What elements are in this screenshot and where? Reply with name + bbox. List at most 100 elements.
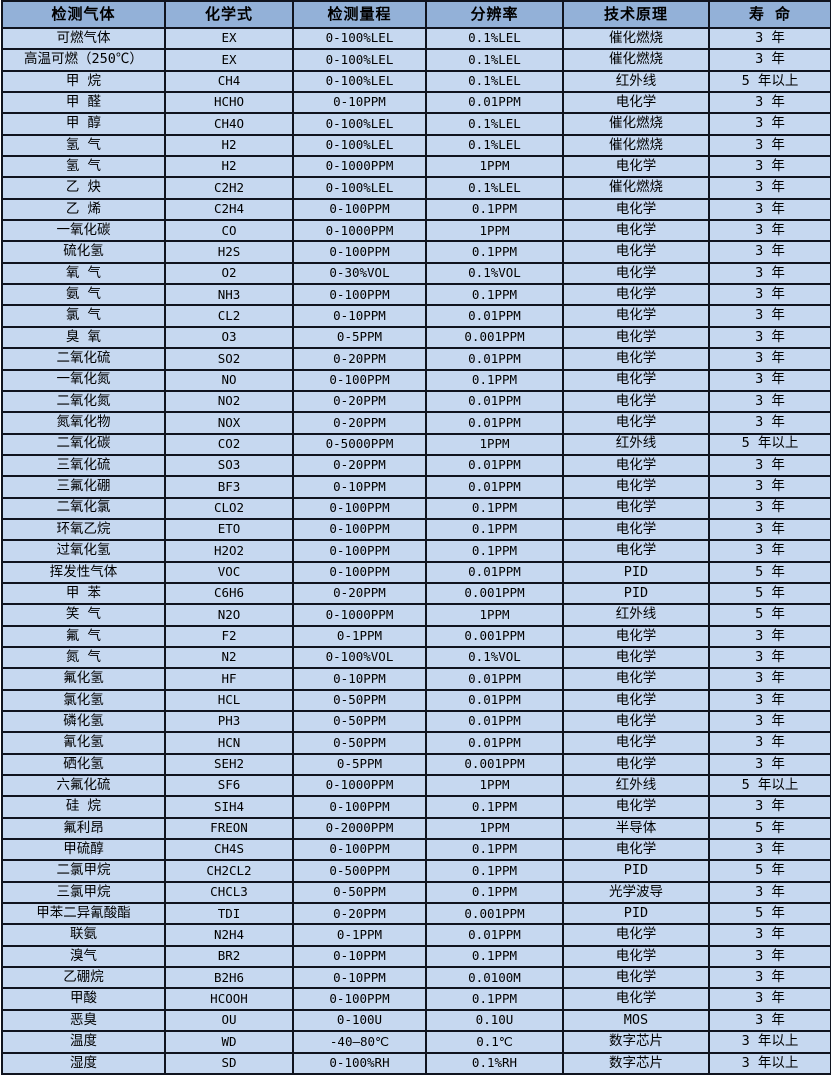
table-cell: 0-100PPM [292, 197, 427, 222]
table-cell: 数字芯片 [562, 1030, 710, 1054]
table-cell: 0.1%VOL [425, 645, 564, 670]
table-cell: 0-100PPM [292, 240, 427, 264]
table-cell: 0-50PPM [292, 731, 427, 755]
table-row: 恶臭 OU 0-100U 0.10U MOS 3 年 [1, 1008, 831, 1033]
table-cell: 电化学 [562, 389, 710, 414]
table-cell: 0.01PPM [425, 453, 564, 478]
table-cell: 3 年 [708, 838, 831, 862]
table-cell: 0.01PPM [425, 304, 564, 328]
table-cell: 3 年 [708, 517, 831, 542]
table-cell: 氟利昂 [1, 816, 166, 841]
table-cell: 0-100PPM [292, 795, 427, 819]
table-cell: 0-100%RH [292, 1051, 427, 1075]
table-cell: 3 年 [708, 752, 831, 777]
table-cell: 3 年 [708, 368, 831, 392]
table-cell: B2H6 [164, 966, 294, 990]
table-cell: 5 年 [708, 902, 831, 926]
table-cell: 0.0100M [425, 966, 564, 990]
table-cell: 0-500PPM [292, 859, 427, 883]
table-cell: 0-100%LEL [292, 112, 427, 136]
table-row: 乙硼烷 B2H6 0-10PPM 0.0100M 电化学 3 年 [1, 966, 831, 990]
table-cell: N2O [164, 603, 294, 627]
table-cell: 1PPM [425, 219, 564, 243]
table-cell: 环氧乙烷 [1, 517, 166, 542]
column-header: 检测量程 [292, 0, 427, 29]
table-cell: NO2 [164, 389, 294, 414]
table-cell: 氟 气 [1, 624, 166, 648]
table-cell: SIH4 [164, 795, 294, 819]
table-cell: CLO2 [164, 496, 294, 520]
table-cell: 红外线 [562, 603, 710, 627]
table-row: 硫化氢 H2S 0-100PPM 0.1PPM 电化学 3 年 [1, 240, 831, 264]
table-cell: 0.1PPM [425, 517, 564, 542]
table-row: 氢 气 H2 0-1000PPM 1PPM 电化学 3 年 [1, 155, 831, 179]
table-cell: SO3 [164, 453, 294, 478]
table-cell: H2S [164, 240, 294, 264]
table-cell: 0.01PPM [425, 91, 564, 115]
table-cell: 0.1PPM [425, 880, 564, 905]
table-cell: 电化学 [562, 752, 710, 777]
table-cell: 0.1PPM [425, 368, 564, 392]
table-cell: C2H2 [164, 176, 294, 200]
table-cell: 3 年 [708, 731, 831, 755]
table-cell: 电化学 [562, 709, 710, 734]
table-row: 氯化氢 HCL 0-50PPM 0.01PPM 电化学 3 年 [1, 688, 831, 713]
table-cell: 电化学 [562, 475, 710, 499]
table-cell: 0-10PPM [292, 966, 427, 990]
table-cell: 3 年 [708, 283, 831, 307]
table-cell: CHCL3 [164, 880, 294, 905]
table-cell: HCL [164, 688, 294, 713]
table-cell: 0-10PPM [292, 667, 427, 691]
table-cell: BF3 [164, 475, 294, 499]
table-cell: 0-50PPM [292, 709, 427, 734]
table-cell: 红外线 [562, 774, 710, 798]
table-row: 环氧乙烷 ETO 0-100PPM 0.1PPM 电化学 3 年 [1, 517, 831, 542]
table-cell: 0.01PPM [425, 411, 564, 435]
table-cell: 3 年 [708, 112, 831, 136]
table-cell: 0-1000PPM [292, 155, 427, 179]
table-cell: 0.1PPM [425, 859, 564, 883]
table-cell: 0-100%VOL [292, 645, 427, 670]
table-cell: 0-10PPM [292, 91, 427, 115]
table-cell: 0.01PPM [425, 731, 564, 755]
table-cell: 3 年 [708, 709, 831, 734]
table-cell: 0-50PPM [292, 688, 427, 713]
table-cell: 电化学 [562, 155, 710, 179]
table-cell: 乙硼烷 [1, 966, 166, 990]
table-cell: 电化学 [562, 240, 710, 264]
table-cell: 氯化氢 [1, 688, 166, 713]
table-cell: 电化学 [562, 667, 710, 691]
table-cell: 0.001PPM [425, 624, 564, 648]
table-cell: 氮氧化物 [1, 411, 166, 435]
table-cell: SEH2 [164, 752, 294, 777]
table-cell: 甲 醇 [1, 112, 166, 136]
table-cell: MOS [562, 1008, 710, 1033]
table-cell: 甲 苯 [1, 581, 166, 606]
table-cell: 0.01PPM [425, 688, 564, 713]
table-cell: 三氟化硼 [1, 475, 166, 499]
table-cell: 0-30%VOL [292, 261, 427, 286]
table-cell: 电化学 [562, 645, 710, 670]
table-cell: 氧 气 [1, 261, 166, 286]
table-cell: 电化学 [562, 624, 710, 648]
table-cell: SO2 [164, 347, 294, 371]
table-cell: 3 年 [708, 261, 831, 286]
table-cell: 0.1%LEL [425, 176, 564, 200]
table-cell: 电化学 [562, 368, 710, 392]
table-cell: 数字芯片 [562, 1051, 710, 1075]
table-cell: 0.1℃ [425, 1030, 564, 1054]
table-cell: 0.1%LEL [425, 112, 564, 136]
table-cell: 3 年 [708, 411, 831, 435]
table-row: 三氟化硼 BF3 0-10PPM 0.01PPM 电化学 3 年 [1, 475, 831, 499]
table-cell: PH3 [164, 709, 294, 734]
table-cell: 0-100%LEL [292, 48, 427, 72]
table-cell: 可燃气体 [1, 26, 166, 51]
column-header: 检测气体 [1, 0, 166, 29]
table-cell: 催化燃烧 [562, 133, 710, 158]
table-cell: 红外线 [562, 432, 710, 456]
table-cell: O2 [164, 261, 294, 286]
table-cell: C6H6 [164, 581, 294, 606]
table-cell: 3 年 [708, 304, 831, 328]
table-cell: 5 年以上 [708, 69, 831, 94]
table-row: 一氧化氮 NO 0-100PPM 0.1PPM 电化学 3 年 [1, 368, 831, 392]
